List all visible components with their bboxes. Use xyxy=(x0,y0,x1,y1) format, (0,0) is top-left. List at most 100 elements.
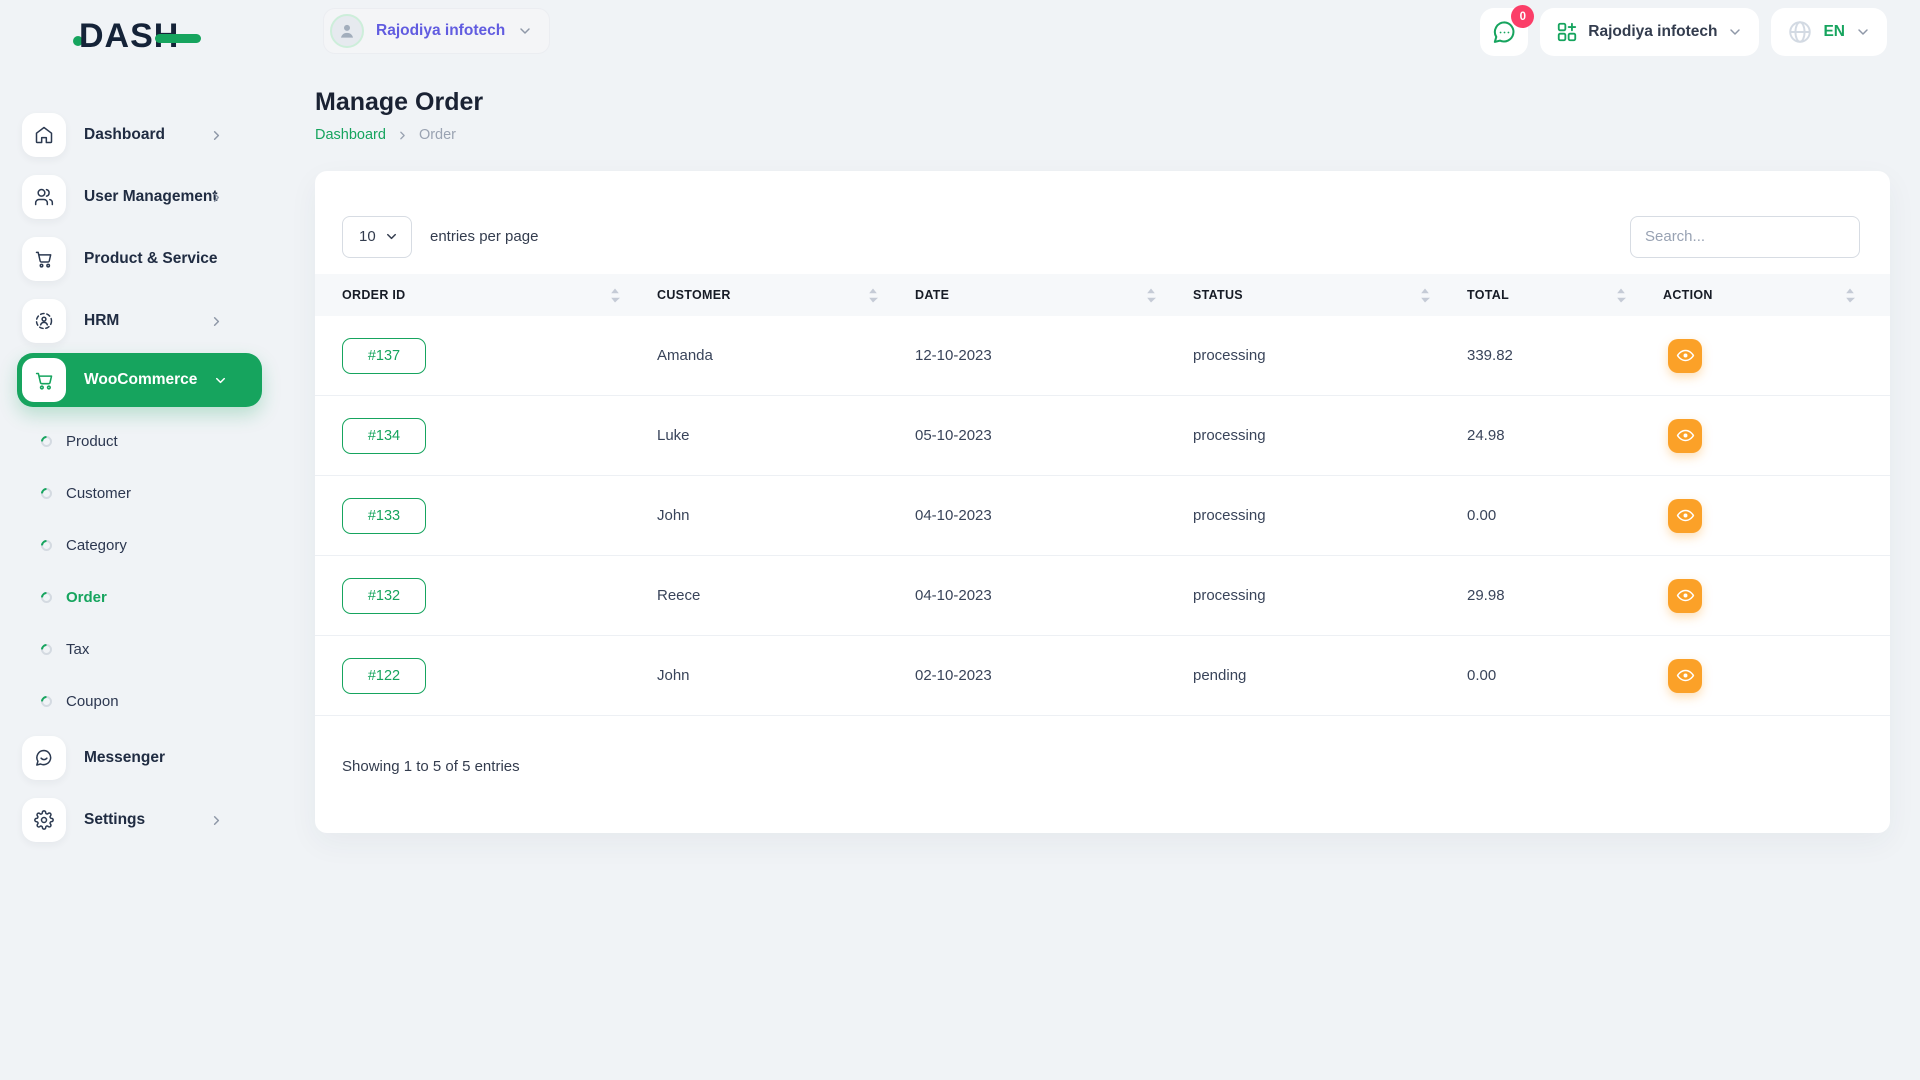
chevron-right-icon xyxy=(209,190,224,205)
sidebar-nav: Dashboard User Management Product & Servic… xyxy=(0,113,280,343)
sort-icon[interactable] xyxy=(1146,288,1156,303)
table-row: #122John02-10-2023pending0.00 xyxy=(315,636,1890,716)
submenu-item-order[interactable]: Order xyxy=(0,571,280,623)
status-cell: pending xyxy=(1193,667,1467,684)
column-header-order-id[interactable]: ORDER ID xyxy=(342,288,657,303)
breadcrumb-dashboard-link[interactable]: Dashboard xyxy=(315,127,386,143)
breadcrumb-current: Order xyxy=(419,127,456,143)
column-header-action[interactable]: ACTION xyxy=(1663,288,1863,303)
order-id-cell: #132 xyxy=(342,578,657,614)
date-cell: 04-10-2023 xyxy=(915,507,1193,524)
chevron-right-icon xyxy=(209,128,224,143)
column-header-customer[interactable]: CUSTOMER xyxy=(657,288,915,303)
total-cell: 29.98 xyxy=(1467,587,1663,604)
sort-icon[interactable] xyxy=(1845,288,1855,303)
sidebar-nav-bottom: Messenger Settings xyxy=(0,736,280,842)
sidebar-item-woocommerce[interactable]: WooCommerce xyxy=(17,353,262,407)
order-id-badge[interactable]: #133 xyxy=(342,498,426,534)
main-content: Manage Order Dashboard Order 10 entries … xyxy=(315,0,1890,833)
eye-icon xyxy=(1676,346,1695,365)
view-order-button[interactable] xyxy=(1668,659,1702,693)
submenu-item-label: Coupon xyxy=(66,693,119,710)
sidebar-item-label: HRM xyxy=(84,312,119,330)
breadcrumb: Dashboard Order xyxy=(315,127,1890,143)
table-header-row: ORDER IDCUSTOMERDATE STATUS TOTAL ACTION xyxy=(315,274,1890,316)
brand-logo: DASH xyxy=(73,18,201,54)
customer-cell: Luke xyxy=(657,427,915,444)
column-header-label: ACTION xyxy=(1663,288,1713,302)
order-id-badge[interactable]: #122 xyxy=(342,658,426,694)
column-header-label: STATUS xyxy=(1193,288,1243,302)
woocommerce-submenu: Product Customer Category Order Tax Coupon xyxy=(0,415,280,727)
table-row: #134Luke05-10-2023processing24.98 xyxy=(315,396,1890,476)
submenu-item-tax[interactable]: Tax xyxy=(0,623,280,675)
customer-cell: John xyxy=(657,667,915,684)
action-cell xyxy=(1663,339,1863,373)
view-order-button[interactable] xyxy=(1668,339,1702,373)
table-controls: 10 entries per page xyxy=(315,171,1890,274)
sidebar-item-label: User Management xyxy=(84,188,218,206)
sidebar-item-messenger[interactable]: Messenger xyxy=(22,736,258,780)
search-input[interactable] xyxy=(1630,216,1860,258)
order-id-cell: #137 xyxy=(342,338,657,374)
submenu-item-coupon[interactable]: Coupon xyxy=(0,675,280,727)
sidebar-item-dashboard[interactable]: Dashboard xyxy=(22,113,258,157)
bullet-ring-icon xyxy=(39,693,55,709)
sidebar: Dashboard User Management Product & Servic… xyxy=(0,80,280,860)
customer-cell: Amanda xyxy=(657,347,915,364)
eye-icon xyxy=(1676,426,1695,445)
column-header-date[interactable]: DATE xyxy=(915,288,1193,303)
eye-icon xyxy=(1676,586,1695,605)
submenu-item-category[interactable]: Category xyxy=(0,519,280,571)
column-header-status[interactable]: STATUS xyxy=(1193,288,1467,303)
table-row: #132 Reece04-10-2023processing29.98 xyxy=(315,556,1890,636)
date-cell: 02-10-2023 xyxy=(915,667,1193,684)
chevron-right-icon xyxy=(209,813,224,828)
chevron-right-icon xyxy=(396,129,409,142)
order-id-badge[interactable]: #134 xyxy=(342,418,426,454)
sort-icon[interactable] xyxy=(610,288,620,303)
submenu-item-customer[interactable]: Customer xyxy=(0,467,280,519)
column-header-label: TOTAL xyxy=(1467,288,1509,302)
submenu-item-label: Customer xyxy=(66,485,131,502)
submenu-item-label: Category xyxy=(66,537,127,554)
gear-icon xyxy=(22,798,66,842)
column-header-label: DATE xyxy=(915,288,949,302)
sidebar-item-product-service[interactable]: Product & Service xyxy=(22,237,258,281)
table-body: #137Amanda12-10-2023processing339.82#134… xyxy=(315,316,1890,716)
chevron-down-icon xyxy=(213,373,228,388)
order-id-badge[interactable]: #132 xyxy=(342,578,426,614)
total-cell: 0.00 xyxy=(1467,507,1663,524)
entries-per-page-label: entries per page xyxy=(430,228,538,245)
submenu-item-label: Product xyxy=(66,433,118,450)
sort-icon[interactable] xyxy=(1420,288,1430,303)
sidebar-item-label: WooCommerce xyxy=(84,371,197,389)
status-cell: processing xyxy=(1193,507,1467,524)
entries-per-page-value: 10 xyxy=(359,228,376,245)
status-cell: processing xyxy=(1193,587,1467,604)
customer-cell: Reece xyxy=(657,587,915,604)
date-cell: 04-10-2023 xyxy=(915,587,1193,604)
action-cell xyxy=(1663,499,1863,533)
logo-dash-bar xyxy=(155,34,201,43)
column-header-total[interactable]: TOTAL xyxy=(1467,288,1663,303)
view-order-button[interactable] xyxy=(1668,579,1702,613)
sidebar-item-settings[interactable]: Settings xyxy=(22,798,258,842)
bullet-ring-icon xyxy=(39,537,55,553)
sort-icon[interactable] xyxy=(868,288,878,303)
eye-icon xyxy=(1676,506,1695,525)
sort-icon[interactable] xyxy=(1616,288,1626,303)
order-id-cell: #133 xyxy=(342,498,657,534)
order-id-badge[interactable]: #137 xyxy=(342,338,426,374)
view-order-button[interactable] xyxy=(1668,499,1702,533)
status-cell: processing xyxy=(1193,347,1467,364)
sidebar-item-label: Product & Service xyxy=(84,250,218,268)
view-order-button[interactable] xyxy=(1668,419,1702,453)
date-cell: 05-10-2023 xyxy=(915,427,1193,444)
home-icon xyxy=(22,113,66,157)
sidebar-item-hrm[interactable]: HRM xyxy=(22,299,258,343)
submenu-item-label: Order xyxy=(66,589,107,606)
submenu-item-product[interactable]: Product xyxy=(0,415,280,467)
sidebar-item-user-management[interactable]: User Management xyxy=(22,175,258,219)
entries-per-page-select[interactable]: 10 xyxy=(342,216,412,258)
